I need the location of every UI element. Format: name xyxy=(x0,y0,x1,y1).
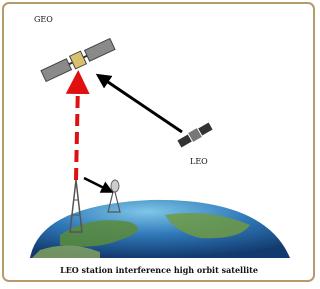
geo-label: GEO xyxy=(34,15,53,24)
caption: LEO station interference high orbit sate… xyxy=(60,265,258,275)
leo-label: LEO xyxy=(190,157,208,166)
diagram: GEO LEO LEO station interference high or… xyxy=(0,0,318,285)
page: GEO LEO LEO station interference high or… xyxy=(0,0,318,285)
